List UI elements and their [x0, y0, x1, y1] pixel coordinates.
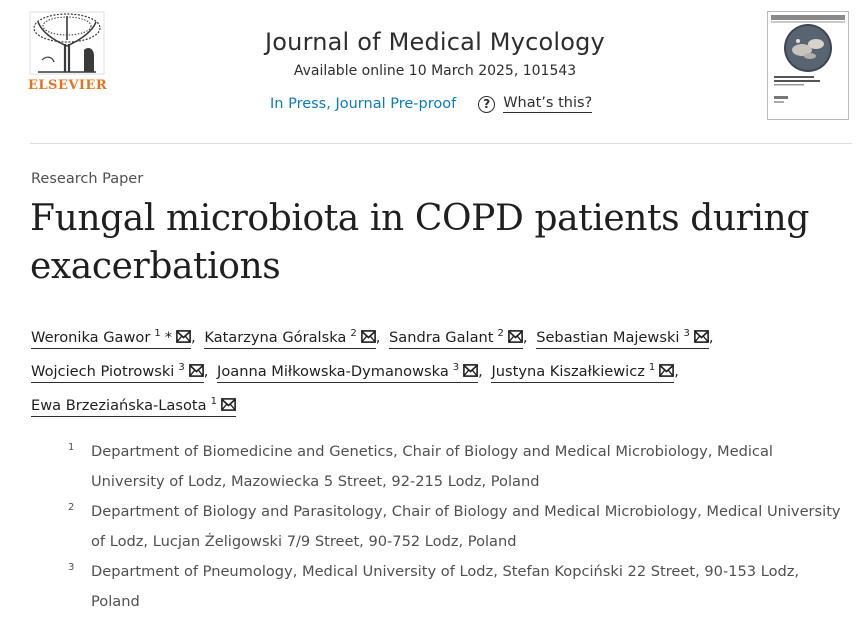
author-affiliation-ref: 3 [452, 362, 460, 373]
author-affiliation-ref: 1 [648, 362, 656, 373]
envelope-icon [693, 330, 709, 343]
tree-logo-icon [29, 11, 105, 75]
elsevier-logo[interactable]: ELSEVIER [28, 10, 108, 96]
envelope-icon [659, 364, 675, 377]
author-link[interactable]: Justyna Kiszałkiewicz 1 [491, 362, 675, 383]
author-link[interactable]: Sebastian Majewski 3 [536, 328, 709, 349]
author-affiliation-ref: 2 [497, 328, 504, 339]
envelope-icon [360, 330, 376, 343]
author-link[interactable]: Katarzyna Góralska 2 [204, 328, 376, 349]
author-name: Justyna Kiszałkiewicz [491, 363, 645, 380]
author-affiliation-ref: 3 [683, 328, 690, 339]
author-affiliation-ref: 3 [178, 362, 185, 373]
envelope-icon [221, 398, 236, 411]
article-title: Fungal microbiota in COPD patients durin… [30, 198, 809, 287]
author-link[interactable]: Weronika Gawor 1 * [31, 328, 192, 349]
author-affiliation-ref: 2 [350, 328, 357, 339]
author-affiliation-ref: 1 [154, 328, 161, 339]
author-name: Sandra Galant [389, 329, 494, 346]
cover-image [768, 12, 848, 119]
author-name: Katarzyna Góralska [204, 329, 347, 346]
affiliation-number: 2 [68, 502, 75, 513]
affiliation-text: Department of Pneumology, Medical Univer… [91, 563, 800, 610]
author-separator: , [203, 363, 209, 380]
envelope-icon [188, 364, 204, 377]
author-name: Joanna Miłkowska-Dymanowska [217, 363, 449, 380]
publisher-wordmark: ELSEVIER [28, 78, 108, 93]
envelope-icon [508, 330, 523, 343]
availability-date: Available online 10 March 2025, 101543 [293, 63, 577, 79]
envelope-icon [463, 364, 479, 377]
author-name: Wojciech Piotrowski [31, 363, 175, 380]
author-separator: , [708, 329, 714, 346]
status-row: In Press, Journal Pre-proof ? What’s thi… [270, 92, 593, 116]
author-name: Ewa Brzeziańska-Lasota [31, 397, 207, 414]
author-affiliation-ref: 1 [210, 396, 217, 407]
journal-header: Journal of Medical Mycology Available on… [200, 22, 670, 79]
author-separator: , [478, 363, 483, 380]
affiliation-number: 3 [68, 562, 75, 573]
affiliation-text: Department of Biology and Parasitology, … [91, 503, 841, 550]
author-link[interactable]: Joanna Miłkowska-Dymanowska 3 [217, 362, 479, 383]
author-separator: , [674, 363, 679, 380]
author-link[interactable]: Sandra Galant 2 [389, 328, 523, 349]
article-type-label: Research Paper [31, 171, 144, 187]
envelope-icon [176, 330, 191, 343]
in-press-link[interactable]: In Press, Journal Pre-proof [270, 96, 457, 112]
affiliation-item: 1 Department of Biomedicine and Genetics… [68, 437, 848, 497]
author-list: Weronika Gawor 1 *, Katarzyna Góralska 2, S… [31, 319, 841, 421]
author-separator: , [375, 329, 381, 346]
author-link[interactable]: Wojciech Piotrowski 3 [31, 362, 204, 383]
author-name: Weronika Gawor [31, 329, 151, 346]
whats-this-label: What’s this? [503, 95, 593, 113]
question-circle-icon: ? [478, 95, 496, 113]
affiliation-item: 2 Department of Biology and Parasitology… [68, 497, 848, 557]
journal-title[interactable]: Journal of Medical Mycology [265, 28, 605, 56]
author-separator: , [522, 329, 528, 346]
affiliation-text: Department of Biomedicine and Genetics, … [91, 443, 773, 490]
corresponding-author-mark: * [164, 329, 173, 346]
author-separator: , [191, 329, 196, 346]
affiliation-item: 3 Department of Pneumology, Medical Univ… [68, 557, 848, 617]
journal-cover-thumbnail[interactable] [767, 11, 849, 120]
whats-this-button[interactable]: ? What’s this? [478, 95, 593, 113]
author-link[interactable]: Ewa Brzeziańska-Lasota 1 [31, 396, 236, 417]
author-name: Sebastian Majewski [536, 329, 680, 346]
header-divider [30, 143, 852, 144]
affiliation-number: 1 [68, 442, 75, 453]
affiliation-list: 1 Department of Biomedicine and Genetics… [68, 437, 848, 617]
